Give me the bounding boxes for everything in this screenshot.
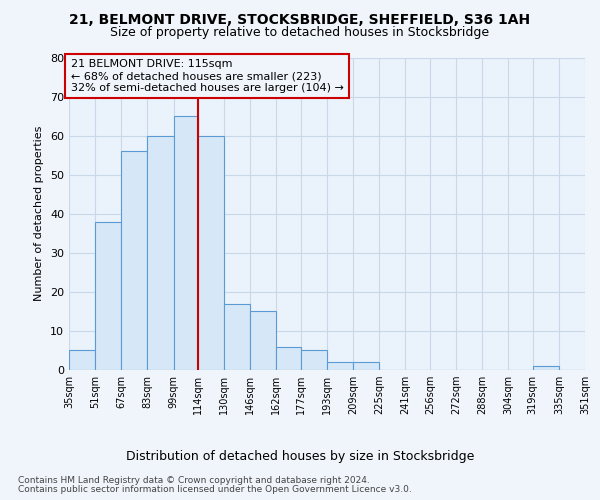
Text: Size of property relative to detached houses in Stocksbridge: Size of property relative to detached ho… [110, 26, 490, 39]
Bar [533, 366, 559, 370]
Text: 21 BELMONT DRIVE: 115sqm
← 68% of detached houses are smaller (223)
32% of semi-: 21 BELMONT DRIVE: 115sqm ← 68% of detach… [71, 60, 344, 92]
Bar [301, 350, 327, 370]
Bar [95, 222, 121, 370]
Text: Contains public sector information licensed under the Open Government Licence v3: Contains public sector information licen… [18, 485, 412, 494]
Text: 21, BELMONT DRIVE, STOCKSBRIDGE, SHEFFIELD, S36 1AH: 21, BELMONT DRIVE, STOCKSBRIDGE, SHEFFIE… [70, 12, 530, 26]
Bar [148, 136, 173, 370]
Y-axis label: Number of detached properties: Number of detached properties [34, 126, 44, 302]
Bar [198, 136, 224, 370]
Bar [353, 362, 379, 370]
Bar [277, 346, 301, 370]
Bar [69, 350, 95, 370]
Bar [121, 151, 148, 370]
Bar [173, 116, 198, 370]
Text: Contains HM Land Registry data © Crown copyright and database right 2024.: Contains HM Land Registry data © Crown c… [18, 476, 370, 485]
Bar [224, 304, 250, 370]
Bar [250, 312, 277, 370]
Text: Distribution of detached houses by size in Stocksbridge: Distribution of detached houses by size … [126, 450, 474, 463]
Bar [327, 362, 353, 370]
